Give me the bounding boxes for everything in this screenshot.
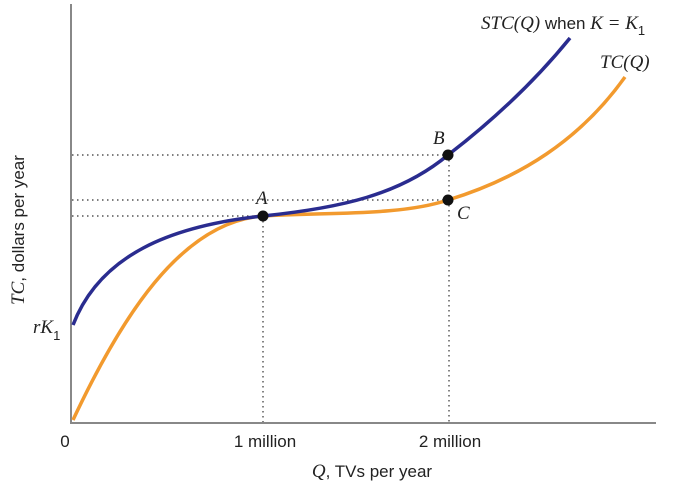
x-axis-title: Q, TVs per year bbox=[312, 461, 433, 482]
point-label: C bbox=[457, 203, 470, 224]
x-axis-text: , TVs per year bbox=[326, 462, 433, 481]
intercept-symbol: rK bbox=[33, 317, 54, 338]
point-c bbox=[442, 194, 454, 206]
curve-condition: K = K bbox=[589, 13, 639, 34]
y-axis-symbol: TC bbox=[8, 281, 29, 305]
x-tick-label: 2 million bbox=[419, 432, 481, 451]
point-a bbox=[257, 210, 269, 222]
point-label: B bbox=[433, 128, 445, 149]
x-tick-label: 1 million bbox=[234, 432, 296, 451]
tc-curve bbox=[71, 75, 627, 421]
curve-name: STC(Q) bbox=[481, 13, 540, 34]
x-tick-label: 0 bbox=[60, 432, 69, 451]
stc-label: STC(Q) when K = K1 bbox=[481, 13, 645, 38]
y-axis-title: TC, dollars per year bbox=[8, 155, 29, 305]
intercept-sub: 1 bbox=[53, 328, 60, 343]
y-axis-text: , dollars per year bbox=[9, 155, 28, 282]
intercept-label: rK1 bbox=[33, 317, 60, 343]
curve-when: when bbox=[540, 14, 590, 33]
point-label: A bbox=[254, 188, 268, 209]
tc-label: TC(Q) bbox=[600, 52, 650, 73]
stc-curve bbox=[71, 36, 572, 326]
curve-sub: 1 bbox=[638, 23, 645, 38]
x-axis-symbol: Q bbox=[312, 461, 326, 482]
point-b bbox=[442, 149, 454, 161]
